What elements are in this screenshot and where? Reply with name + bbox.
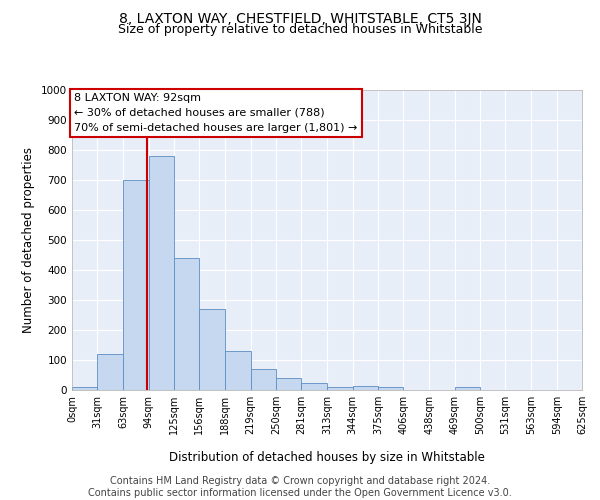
Bar [276, 378, 301, 390]
Bar [72, 387, 97, 390]
Bar [328, 387, 353, 390]
Bar [251, 369, 276, 390]
Bar [378, 387, 403, 390]
Bar [353, 386, 378, 390]
Text: Size of property relative to detached houses in Whitstable: Size of property relative to detached ho… [118, 22, 482, 36]
Bar [97, 354, 124, 390]
Text: 8, LAXTON WAY, CHESTFIELD, WHITSTABLE, CT5 3JN: 8, LAXTON WAY, CHESTFIELD, WHITSTABLE, C… [119, 12, 481, 26]
Bar [301, 382, 328, 390]
Bar [174, 258, 199, 390]
Text: Contains HM Land Registry data © Crown copyright and database right 2024.
Contai: Contains HM Land Registry data © Crown c… [88, 476, 512, 498]
Text: 8 LAXTON WAY: 92sqm
← 30% of detached houses are smaller (788)
70% of semi-detac: 8 LAXTON WAY: 92sqm ← 30% of detached ho… [74, 93, 358, 132]
Bar [199, 309, 226, 390]
Bar [149, 156, 174, 390]
Y-axis label: Number of detached properties: Number of detached properties [22, 147, 35, 333]
Bar [124, 180, 149, 390]
Bar [226, 351, 251, 390]
Text: Distribution of detached houses by size in Whitstable: Distribution of detached houses by size … [169, 451, 485, 464]
Bar [455, 387, 480, 390]
